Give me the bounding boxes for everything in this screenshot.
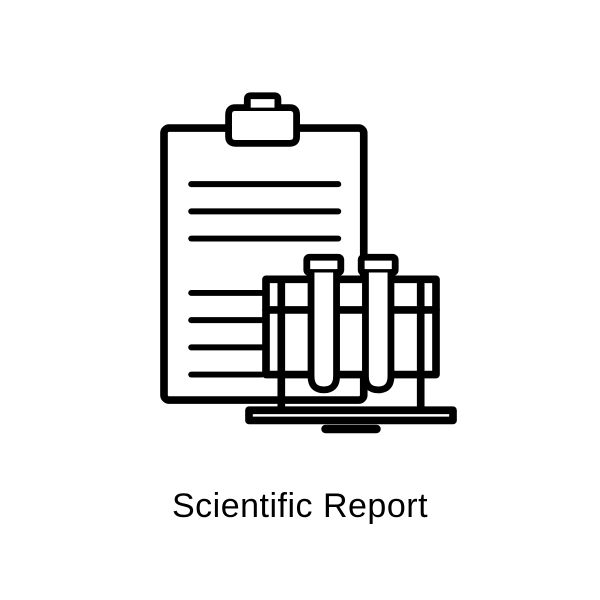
icon-card: Scientific Report (0, 0, 600, 600)
scientific-report-icon (130, 75, 470, 465)
icon-caption: Scientific Report (172, 487, 428, 526)
